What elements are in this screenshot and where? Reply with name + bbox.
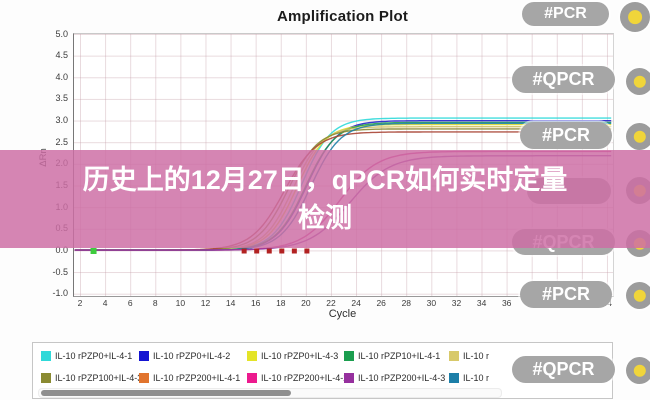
legend-swatch: [139, 351, 149, 361]
y-tick-label: -0.5: [52, 266, 68, 277]
x-tick-label: 12: [200, 298, 211, 308]
legend-item[interactable]: IL-10 rPZP10+IL-4-1: [344, 350, 440, 362]
bullet-circle-dot: [633, 364, 646, 377]
bullet-circle: [626, 357, 650, 384]
x-tick-label: 16: [250, 298, 261, 308]
green-square-marker: [90, 248, 97, 254]
legend-item[interactable]: IL-10 rPZP100+IL-4-3: [41, 372, 142, 384]
y-tick-label: 3.0: [55, 115, 68, 126]
x-tick-label: 6: [127, 298, 133, 308]
legend-swatch: [344, 351, 354, 361]
red-square-marker: [304, 248, 310, 254]
y-tick-label: 0.0: [55, 245, 68, 255]
red-square-marker: [291, 248, 297, 254]
x-tick-label: 32: [451, 298, 462, 308]
x-tick-label: 14: [225, 298, 236, 308]
red-square-marker: [266, 248, 272, 254]
legend-swatch: [449, 351, 459, 361]
headline-line-1: 历史上的12月27日，qPCR如何实时定量: [82, 165, 568, 195]
x-tick-label: 36: [501, 298, 512, 308]
bullet-circle: [626, 282, 650, 309]
bullet-circle: [620, 2, 650, 32]
hashtag-badge-qpcr[interactable]: #QPCR: [512, 356, 615, 383]
red-square-marker: [279, 248, 285, 254]
x-tick-label: 4: [102, 298, 108, 308]
y-tick-label: 2.5: [55, 136, 68, 147]
hashtag-badge-qpcr[interactable]: #QPCR: [512, 66, 615, 93]
legend-item[interactable]: IL-10 r: [449, 372, 489, 384]
chart-title: Amplification Plot: [276, 8, 409, 25]
legend-swatch: [344, 373, 354, 383]
legend-item[interactable]: IL-10 rPZP200+IL-4-1: [139, 372, 240, 384]
headline-line-2: 检测: [298, 203, 352, 233]
x-tick-label: 30: [426, 298, 437, 308]
legend-swatch: [139, 373, 149, 383]
legend-swatch: [449, 373, 459, 383]
legend-label: IL-10 rPZP0+IL-4-2: [153, 351, 231, 361]
legend-swatch: [41, 373, 51, 383]
legend-label: IL-10 rPZP200+IL-4-2: [261, 373, 349, 383]
x-tick-label: 22: [326, 298, 336, 308]
legend-label: IL-10 rPZP100+IL-4-3: [55, 373, 143, 383]
x-tick-label: 28: [401, 298, 412, 308]
bullet-circle: [626, 123, 650, 150]
x-tick-label: 34: [476, 298, 487, 308]
x-tick-label: 24: [351, 298, 361, 308]
x-tick-label: 26: [376, 298, 386, 308]
x-tick-label: 10: [175, 298, 186, 308]
legend-label: IL-10 r: [463, 373, 490, 383]
bullet-circle-dot: [628, 10, 642, 24]
x-tick-label: 20: [301, 298, 311, 308]
bullet-circle-dot: [633, 289, 646, 302]
legend-swatch: [247, 351, 257, 361]
legend-item[interactable]: IL-10 rPZP200+IL-4-2: [247, 372, 348, 384]
y-tick-label: 5.0: [55, 28, 68, 39]
y-tick-label: 3.5: [55, 93, 68, 104]
legend-swatch: [41, 351, 51, 361]
red-square-marker: [241, 248, 247, 254]
bullet-circle-dot: [633, 130, 646, 143]
legend-scrollbar-track: [38, 388, 502, 398]
legend-label: IL-10 rPZP0+IL-4-3: [261, 351, 339, 361]
legend-label: IL-10 rPZP200+IL-4-1: [153, 373, 241, 383]
bullet-circle-dot: [633, 75, 646, 88]
x-tick-label: 18: [276, 298, 286, 308]
x-tick-label: 8: [152, 298, 158, 308]
legend-item[interactable]: IL-10 r: [449, 350, 489, 362]
legend-label: IL-10 r: [463, 351, 490, 361]
x-axis-label: Cycle: [328, 308, 357, 320]
legend-item[interactable]: IL-10 rPZP0+IL-4-1: [41, 350, 132, 362]
red-square-marker: [254, 248, 260, 254]
legend-scrollbar-thumb[interactable]: [41, 390, 291, 396]
x-tick-label: 2: [77, 298, 83, 308]
legend-swatch: [247, 373, 257, 383]
legend-item[interactable]: IL-10 rPZP0+IL-4-2: [139, 350, 230, 362]
legend-item[interactable]: IL-10 rPZP0+IL-4-3: [247, 350, 338, 362]
hashtag-badge-pcr[interactable]: #PCR: [520, 122, 612, 149]
hashtag-badge-pcr[interactable]: #PCR: [522, 2, 609, 26]
legend-item[interactable]: IL-10 rPZP200+IL-4-3: [344, 372, 445, 384]
bullet-circle: [626, 68, 650, 95]
y-tick-label: 4.0: [55, 71, 68, 82]
y-tick-label: -1.0: [52, 288, 68, 299]
y-tick-label: 4.5: [55, 50, 68, 61]
legend-label: IL-10 rPZP0+IL-4-1: [55, 351, 133, 361]
legend-label: IL-10 rPZP10+IL-4-1: [358, 351, 441, 361]
legend-label: IL-10 rPZP200+IL-4-3: [358, 373, 446, 383]
hashtag-badge-pcr[interactable]: #PCR: [520, 281, 612, 308]
headline-banner: 历史上的12月27日，qPCR如何实时定量 检测: [0, 150, 650, 248]
